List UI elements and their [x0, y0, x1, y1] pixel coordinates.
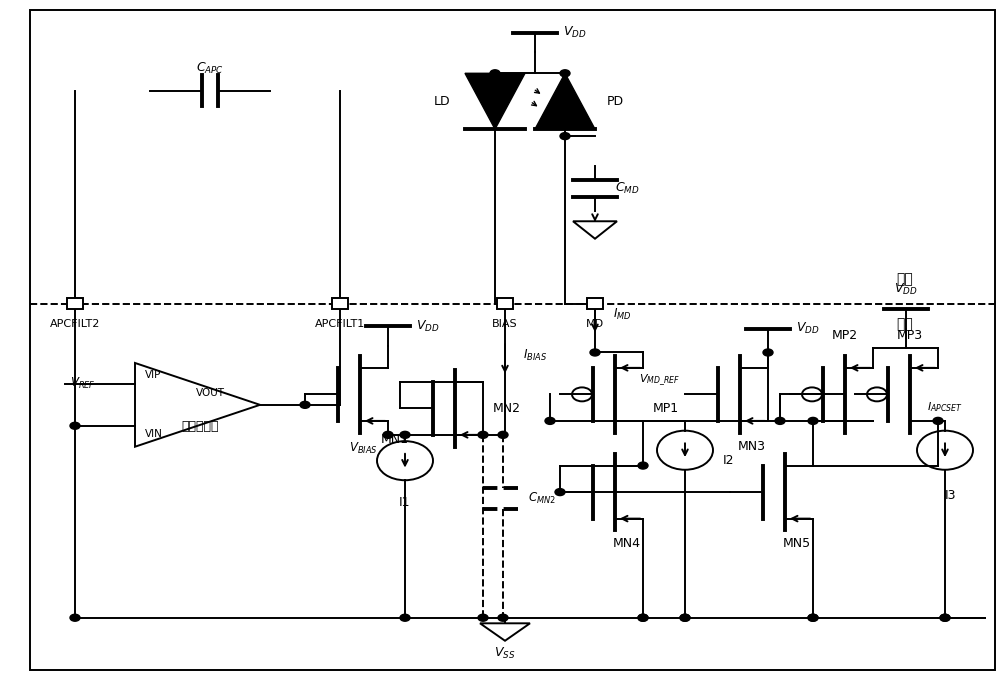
- Circle shape: [383, 431, 393, 438]
- Text: I1: I1: [399, 496, 411, 509]
- Text: APCFILT2: APCFILT2: [50, 319, 100, 329]
- Text: MN4: MN4: [613, 537, 641, 551]
- Circle shape: [940, 614, 950, 621]
- Circle shape: [490, 70, 500, 77]
- Text: APCFILT1: APCFILT1: [315, 319, 365, 329]
- Circle shape: [478, 431, 488, 438]
- Text: MN3: MN3: [738, 440, 766, 453]
- Circle shape: [478, 614, 488, 621]
- Circle shape: [560, 133, 570, 140]
- Text: I2: I2: [723, 454, 735, 467]
- Circle shape: [763, 349, 773, 356]
- Text: $V_{DD}$: $V_{DD}$: [894, 282, 917, 297]
- Text: VOUT: VOUT: [196, 388, 225, 398]
- Text: 片内: 片内: [897, 318, 913, 332]
- Circle shape: [70, 614, 80, 621]
- Text: VIP: VIP: [145, 371, 161, 380]
- Circle shape: [300, 401, 310, 408]
- Text: 误差放大器: 误差放大器: [181, 419, 219, 433]
- Text: PD: PD: [607, 95, 624, 107]
- Circle shape: [940, 614, 950, 621]
- Circle shape: [498, 431, 508, 438]
- Text: $V_{DD}$: $V_{DD}$: [416, 318, 440, 334]
- Text: $V_{REF}$: $V_{REF}$: [70, 376, 96, 392]
- Circle shape: [400, 431, 410, 438]
- Circle shape: [545, 417, 555, 424]
- Bar: [497, 298, 513, 309]
- Text: $I_{BIAS}$: $I_{BIAS}$: [523, 348, 547, 363]
- Text: MP1: MP1: [653, 402, 679, 415]
- Circle shape: [555, 489, 565, 496]
- Polygon shape: [465, 73, 525, 129]
- Circle shape: [638, 462, 648, 469]
- Text: $I_{APCSET}$: $I_{APCSET}$: [927, 400, 963, 414]
- Text: $I_{MD}$: $I_{MD}$: [613, 306, 632, 322]
- Circle shape: [775, 417, 785, 424]
- Text: $V_{MD\_REF}$: $V_{MD\_REF}$: [639, 373, 680, 388]
- Text: 片外: 片外: [897, 272, 913, 286]
- Circle shape: [808, 614, 818, 621]
- Circle shape: [498, 614, 508, 621]
- Circle shape: [680, 614, 690, 621]
- Circle shape: [70, 422, 80, 429]
- Bar: [67, 298, 83, 309]
- Circle shape: [400, 614, 410, 621]
- Text: $C_{APC}$: $C_{APC}$: [196, 61, 224, 76]
- Circle shape: [560, 70, 570, 77]
- Text: $C_{MD}$: $C_{MD}$: [615, 181, 639, 196]
- Circle shape: [808, 417, 818, 424]
- Text: I3: I3: [944, 489, 956, 502]
- Text: MP2: MP2: [832, 329, 858, 342]
- Circle shape: [638, 614, 648, 621]
- Text: BIAS: BIAS: [492, 319, 518, 329]
- Polygon shape: [535, 73, 595, 129]
- Text: MD: MD: [586, 319, 604, 329]
- Text: $C_{MN2}$: $C_{MN2}$: [528, 491, 556, 506]
- Bar: [587, 298, 603, 309]
- Text: MP3: MP3: [897, 329, 923, 342]
- Circle shape: [933, 417, 943, 424]
- Text: $V_{DD}$: $V_{DD}$: [796, 321, 820, 336]
- Text: MN2: MN2: [493, 402, 521, 415]
- Text: MN5: MN5: [783, 537, 811, 551]
- Text: VIN: VIN: [145, 429, 163, 439]
- Circle shape: [680, 614, 690, 621]
- Circle shape: [808, 614, 818, 621]
- Text: $V_{DD}$: $V_{DD}$: [563, 25, 587, 40]
- Text: $V_{BIAS}$: $V_{BIAS}$: [349, 440, 378, 456]
- Text: $V_{SS}$: $V_{SS}$: [494, 646, 516, 661]
- Text: LD: LD: [433, 95, 450, 107]
- Circle shape: [638, 614, 648, 621]
- Text: MN1: MN1: [381, 433, 409, 446]
- Bar: [332, 298, 348, 309]
- Circle shape: [590, 349, 600, 356]
